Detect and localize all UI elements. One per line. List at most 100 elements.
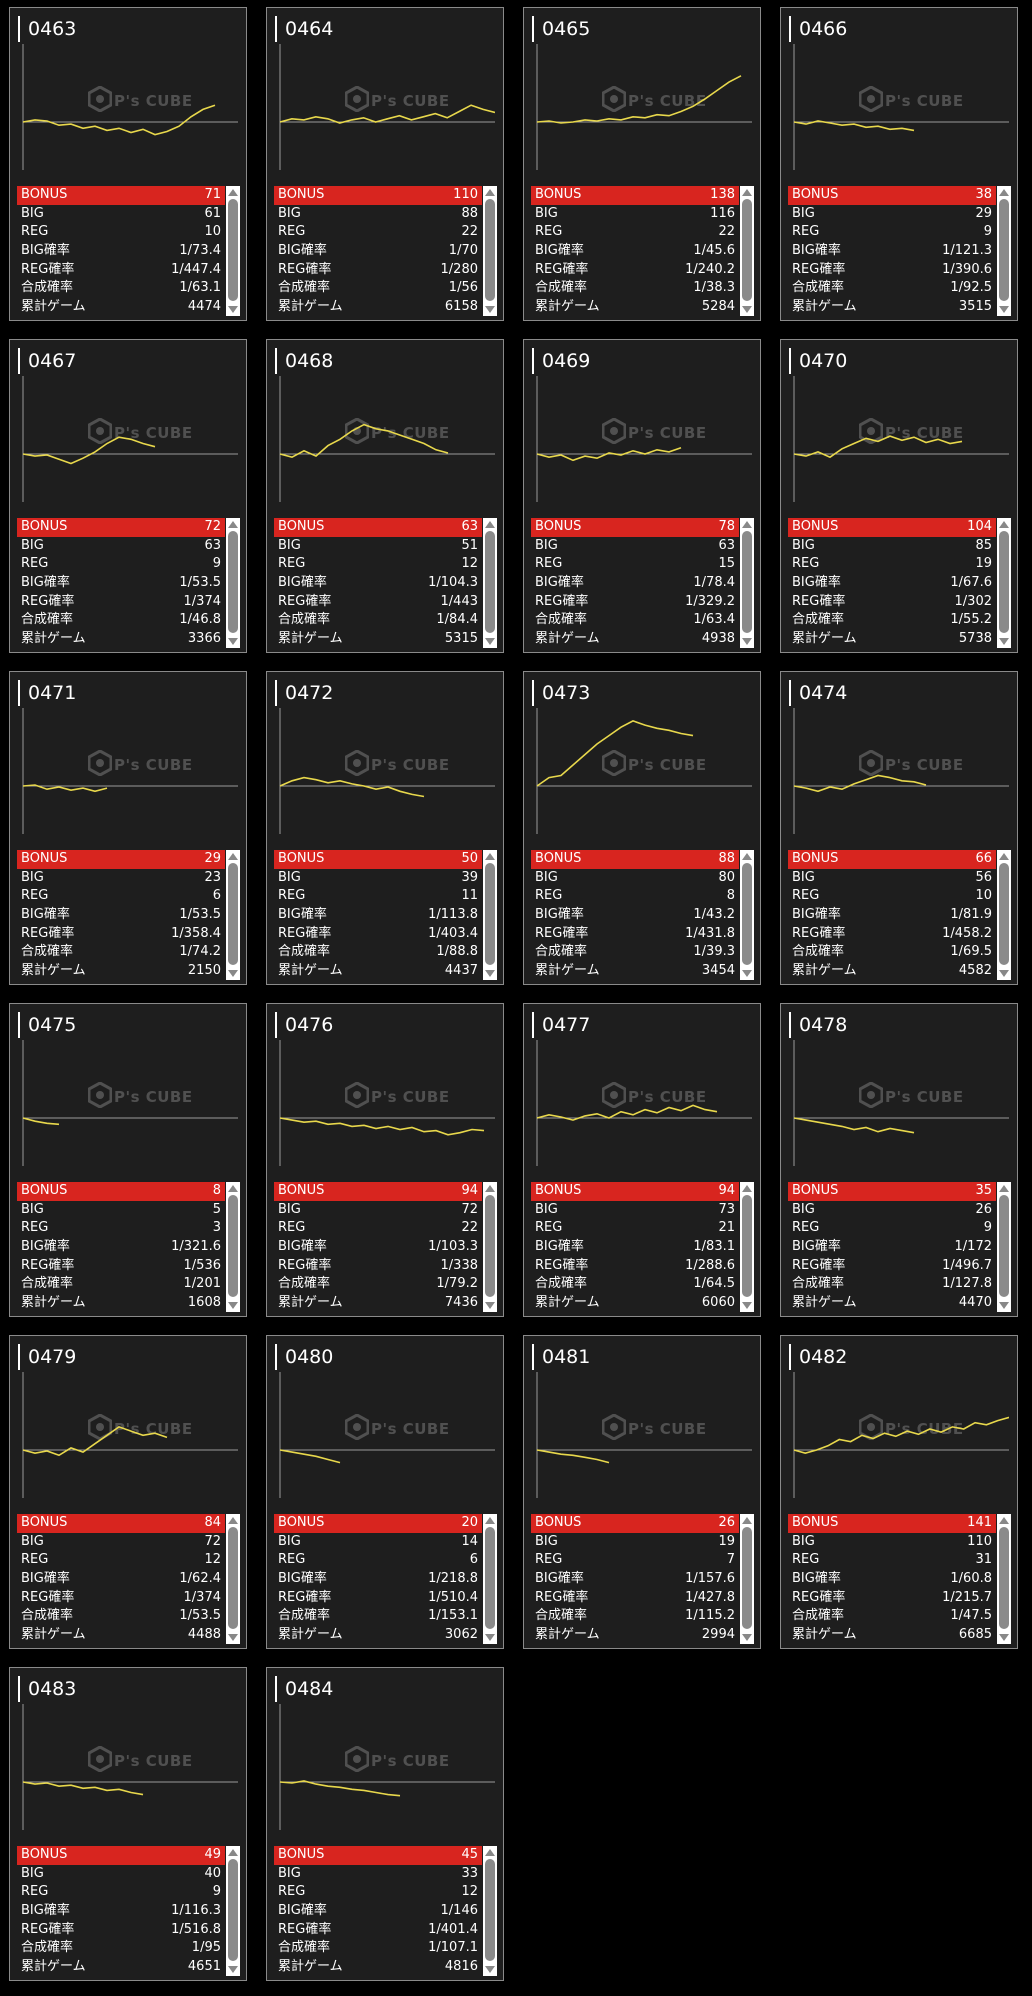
scroll-thumb[interactable] <box>999 1527 1009 1629</box>
machine-card-0465[interactable]: 0465 P's CUBE BONUS 138 BIG 116 REG 22 BIG確率 1/45… <box>523 7 761 321</box>
stats-scrollbar[interactable] <box>226 1182 240 1312</box>
scroll-down-icon[interactable] <box>742 1302 752 1309</box>
scroll-up-icon[interactable] <box>485 1849 495 1856</box>
stats-scrollbar[interactable] <box>483 186 497 316</box>
scroll-up-icon[interactable] <box>999 1185 1009 1192</box>
scroll-down-icon[interactable] <box>485 306 495 313</box>
stats-scrollbar[interactable] <box>997 1514 1011 1644</box>
stats-scrollbar[interactable] <box>997 1182 1011 1312</box>
scroll-thumb[interactable] <box>485 1527 495 1629</box>
scroll-down-icon[interactable] <box>999 1634 1009 1641</box>
scroll-up-icon[interactable] <box>999 189 1009 196</box>
scroll-down-icon[interactable] <box>742 1634 752 1641</box>
scroll-thumb[interactable] <box>742 863 752 965</box>
machine-card-0480[interactable]: 0480 P's CUBE BONUS 20 BIG 14 REG 6 BIG確率 1/218.8… <box>266 1335 504 1649</box>
stats-scrollbar[interactable] <box>740 1182 754 1312</box>
scroll-up-icon[interactable] <box>742 1185 752 1192</box>
machine-card-0481[interactable]: 0481 P's CUBE BONUS 26 BIG 19 REG 7 BIG確率 1/157.6… <box>523 1335 761 1649</box>
scroll-up-icon[interactable] <box>228 189 238 196</box>
scroll-down-icon[interactable] <box>485 1966 495 1973</box>
scroll-down-icon[interactable] <box>228 1302 238 1309</box>
scroll-down-icon[interactable] <box>485 1302 495 1309</box>
scroll-down-icon[interactable] <box>228 306 238 313</box>
scroll-up-icon[interactable] <box>228 521 238 528</box>
machine-card-0484[interactable]: 0484 P's CUBE BONUS 45 BIG 33 REG 12 BIG確率 1/146 R… <box>266 1667 504 1981</box>
machine-card-0477[interactable]: 0477 P's CUBE BONUS 94 BIG 73 REG 21 BIG確率 1/83.1… <box>523 1003 761 1317</box>
scroll-down-icon[interactable] <box>999 638 1009 645</box>
stats-scrollbar[interactable] <box>226 1846 240 1976</box>
scroll-thumb[interactable] <box>742 531 752 633</box>
scroll-thumb[interactable] <box>485 1195 495 1297</box>
scroll-up-icon[interactable] <box>742 1517 752 1524</box>
stats-scrollbar[interactable] <box>740 518 754 648</box>
scroll-thumb[interactable] <box>999 531 1009 633</box>
scroll-up-icon[interactable] <box>485 853 495 860</box>
scroll-down-icon[interactable] <box>742 306 752 313</box>
stats-scrollbar[interactable] <box>997 518 1011 648</box>
scroll-up-icon[interactable] <box>228 1185 238 1192</box>
scroll-down-icon[interactable] <box>999 970 1009 977</box>
machine-card-0464[interactable]: 0464 P's CUBE BONUS 110 BIG 88 REG 22 BIG確率 1/70 R… <box>266 7 504 321</box>
scroll-down-icon[interactable] <box>999 306 1009 313</box>
scroll-up-icon[interactable] <box>999 521 1009 528</box>
scroll-up-icon[interactable] <box>999 853 1009 860</box>
stats-scrollbar[interactable] <box>483 850 497 980</box>
scroll-thumb[interactable] <box>485 531 495 633</box>
machine-card-0473[interactable]: 0473 P's CUBE BONUS 88 BIG 80 REG 8 BIG確率 1/43.2 R… <box>523 671 761 985</box>
scroll-thumb[interactable] <box>228 199 238 301</box>
scroll-thumb[interactable] <box>228 531 238 633</box>
scroll-thumb[interactable] <box>228 1859 238 1961</box>
scroll-thumb[interactable] <box>228 1527 238 1629</box>
machine-card-0474[interactable]: 0474 P's CUBE BONUS 66 BIG 56 REG 10 BIG確率 1/81.9… <box>780 671 1018 985</box>
scroll-up-icon[interactable] <box>742 521 752 528</box>
scroll-thumb[interactable] <box>485 863 495 965</box>
scroll-down-icon[interactable] <box>742 970 752 977</box>
scroll-thumb[interactable] <box>742 199 752 301</box>
machine-card-0468[interactable]: 0468 P's CUBE BONUS 63 BIG 51 REG 12 BIG確率 1/104.… <box>266 339 504 653</box>
scroll-up-icon[interactable] <box>485 1517 495 1524</box>
machine-card-0472[interactable]: 0472 P's CUBE BONUS 50 BIG 39 REG 11 BIG確率 1/113.… <box>266 671 504 985</box>
scroll-up-icon[interactable] <box>485 521 495 528</box>
machine-card-0475[interactable]: 0475 P's CUBE BONUS 8 BIG 5 REG 3 BIG確率 1/321.6 RE… <box>9 1003 247 1317</box>
machine-card-0478[interactable]: 0478 P's CUBE BONUS 35 BIG 26 REG 9 BIG確率 1/172 RE… <box>780 1003 1018 1317</box>
stats-scrollbar[interactable] <box>226 518 240 648</box>
stats-scrollbar[interactable] <box>740 186 754 316</box>
stats-scrollbar[interactable] <box>483 518 497 648</box>
stats-scrollbar[interactable] <box>740 850 754 980</box>
scroll-down-icon[interactable] <box>485 638 495 645</box>
scroll-up-icon[interactable] <box>485 1185 495 1192</box>
scroll-up-icon[interactable] <box>228 853 238 860</box>
scroll-down-icon[interactable] <box>228 1966 238 1973</box>
scroll-up-icon[interactable] <box>742 189 752 196</box>
machine-card-0471[interactable]: 0471 P's CUBE BONUS 29 BIG 23 REG 6 BIG確率 1/53.5 R… <box>9 671 247 985</box>
stats-scrollbar[interactable] <box>483 1514 497 1644</box>
scroll-down-icon[interactable] <box>228 1634 238 1641</box>
scroll-thumb[interactable] <box>228 863 238 965</box>
scroll-thumb[interactable] <box>742 1527 752 1629</box>
scroll-thumb[interactable] <box>999 863 1009 965</box>
scroll-down-icon[interactable] <box>485 1634 495 1641</box>
scroll-thumb[interactable] <box>999 1195 1009 1297</box>
machine-card-0463[interactable]: 0463 P's CUBE BONUS 71 BIG 61 REG 10 BIG確率 1/73.4… <box>9 7 247 321</box>
stats-scrollbar[interactable] <box>226 1514 240 1644</box>
scroll-up-icon[interactable] <box>228 1849 238 1856</box>
stats-scrollbar[interactable] <box>997 850 1011 980</box>
scroll-up-icon[interactable] <box>742 853 752 860</box>
scroll-down-icon[interactable] <box>999 1302 1009 1309</box>
scroll-thumb[interactable] <box>228 1195 238 1297</box>
scroll-down-icon[interactable] <box>228 638 238 645</box>
scroll-up-icon[interactable] <box>485 189 495 196</box>
scroll-up-icon[interactable] <box>999 1517 1009 1524</box>
scroll-thumb[interactable] <box>999 199 1009 301</box>
stats-scrollbar[interactable] <box>226 850 240 980</box>
machine-card-0479[interactable]: 0479 P's CUBE BONUS 84 BIG 72 REG 12 BIG確率 1/62.4… <box>9 1335 247 1649</box>
scroll-up-icon[interactable] <box>228 1517 238 1524</box>
machine-card-0470[interactable]: 0470 P's CUBE BONUS 104 BIG 85 REG 19 BIG確率 1/67.… <box>780 339 1018 653</box>
scroll-thumb[interactable] <box>485 199 495 301</box>
machine-card-0483[interactable]: 0483 P's CUBE BONUS 49 BIG 40 REG 9 BIG確率 1/116.3… <box>9 1667 247 1981</box>
scroll-down-icon[interactable] <box>228 970 238 977</box>
machine-card-0469[interactable]: 0469 P's CUBE BONUS 78 BIG 63 REG 15 BIG確率 1/78.4… <box>523 339 761 653</box>
machine-card-0466[interactable]: 0466 P's CUBE BONUS 38 BIG 29 REG 9 BIG確率 1/121.3… <box>780 7 1018 321</box>
machine-card-0467[interactable]: 0467 P's CUBE BONUS 72 BIG 63 REG 9 BIG確率 1/53.5 R… <box>9 339 247 653</box>
stats-scrollbar[interactable] <box>226 186 240 316</box>
